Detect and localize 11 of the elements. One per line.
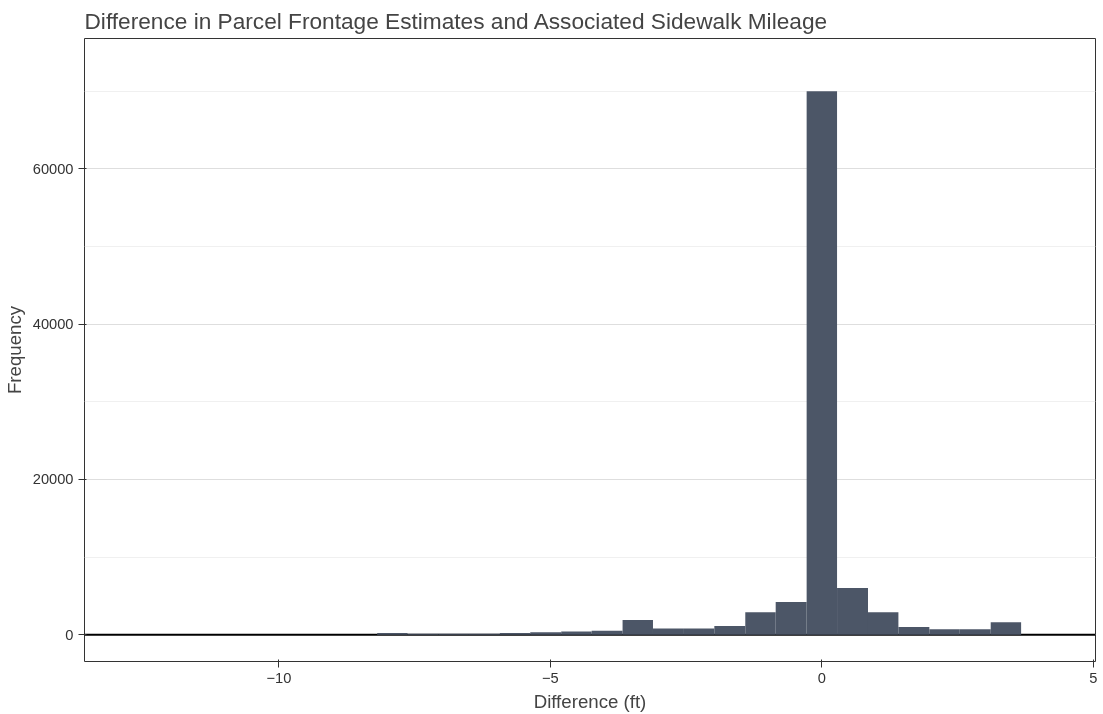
y-tick-label: 60000 (32, 160, 74, 177)
x-axis-title: Difference (ft) (533, 690, 647, 712)
y-axis-title: Frequency (3, 305, 25, 395)
x-tick-label: 0 (817, 669, 826, 686)
x-tick-label: −10 (266, 669, 292, 686)
y-tick-label: 40000 (32, 316, 74, 333)
y-tick-label: 20000 (32, 471, 74, 488)
x-tick-label: 5 (1089, 669, 1098, 686)
chart-title: Difference in Parcel Frontage Estimates and Associated Sidewalk Mileage (84, 7, 828, 34)
y-tick-label: 0 (65, 626, 74, 643)
x-tick-label: −5 (542, 669, 559, 686)
